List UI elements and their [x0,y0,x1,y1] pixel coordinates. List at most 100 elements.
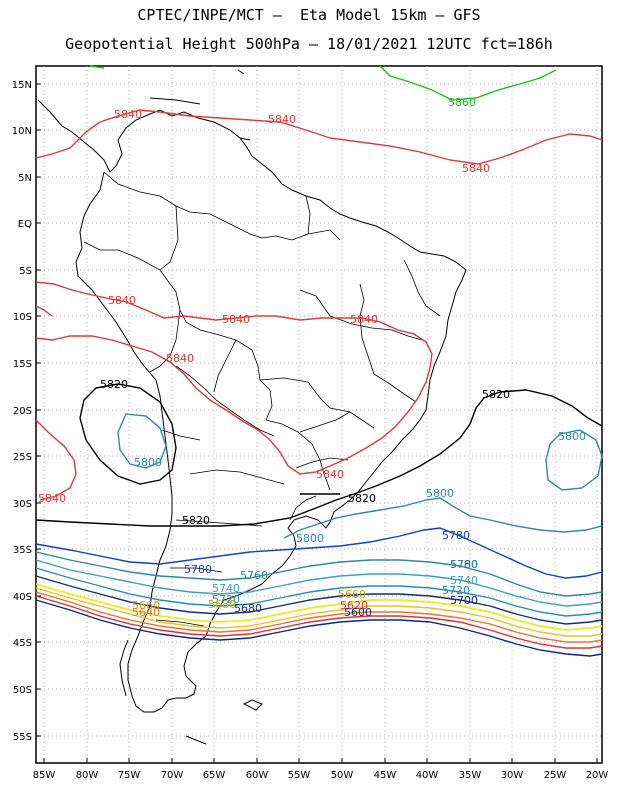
caribbean-coast [37,99,251,173]
border-colombia [103,171,277,239]
border-brazil-state [373,373,417,403]
lat-tick-label: 15S [13,359,32,370]
lon-tick-label: 30W [501,770,524,781]
contour-label-5800: 5800 [134,456,162,469]
lat-tick-label: 10N [12,126,32,137]
contour-5700 [35,575,603,625]
border-brazil-state [299,411,375,433]
contour-label-5660: 5660 [132,599,160,612]
contour-label-5660: 5660 [338,588,366,601]
lon-tick-label: 80W [76,770,99,781]
lat-tick-label: 25S [13,452,32,463]
lon-tick-label: 65W [203,770,226,781]
border-brazil-state [403,259,441,317]
contour-label-5840: 5840 [108,294,136,307]
contour-5780 [35,527,603,579]
contour-label-5800: 5800 [558,430,586,443]
tick-marks [36,83,598,763]
contour-5820-ring [79,383,177,485]
chile-islands [119,639,129,697]
border-uruguay [289,495,317,521]
lon-tick-label: 55W [288,770,311,781]
border-argentina-province [175,519,263,527]
contour-label-5840: 5840 [222,313,250,326]
contour-5720 [35,567,603,617]
contour-5620 [35,595,603,649]
contour-5840-north [35,109,603,165]
contour-label-5740: 5740 [450,574,478,587]
border-peru-bolivia [149,309,181,373]
contour-label-5840: 5840 [114,108,142,121]
contour-label-5840: 5840 [38,492,66,505]
contour-5860 [379,65,557,101]
contours [35,65,603,657]
contour-label-5820: 5820 [182,514,210,527]
country-borders [83,171,441,627]
lon-tick-label: 40W [416,770,439,781]
border-argentina-province [170,567,223,573]
border-paraguay [265,419,331,491]
contour-5740 [35,559,603,607]
contour-label-5680: 5680 [208,598,236,611]
lat-tick-label: 35S [13,545,32,556]
contour-label-5860: 5860 [448,96,476,109]
contour-5840-fragment [35,305,53,317]
contour-label-5840: 5840 [350,313,378,326]
map-frame [35,65,603,764]
contour-label-5720: 5720 [442,584,470,597]
border-guiana [305,195,311,235]
lon-tick-label: 70W [161,770,184,781]
contour-5840-continent [35,281,433,475]
contour-label-5840: 5840 [462,162,490,175]
contour-label-5820: 5820 [482,388,510,401]
island-mark [237,69,245,75]
lon-tick-label: 20W [586,770,609,781]
contour-label-5820: 5820 [348,492,376,505]
contour-label-5840: 5840 [268,113,296,126]
contour-label-5840: 5840 [316,468,344,481]
border-brazil-state [295,457,349,469]
contour-5800-ring-west [117,413,167,469]
contour-label-5760: 5760 [450,558,478,571]
falkland-islands [242,699,263,711]
lat-tick-label: 5S [19,266,32,277]
border-bolivia-argentina [175,365,275,437]
contour-label-5800: 5800 [426,487,454,500]
lon-tick-label: 60W [246,770,269,781]
lat-tick-label: EQ [18,219,32,230]
contour-5860-fragment [89,65,105,69]
contour-5600 [35,599,603,657]
contour-label-5780: 5780 [450,558,478,571]
lon-tick-label: 85W [33,770,56,781]
contour-label-5760: 5760 [240,569,268,582]
border-brazil-state [359,283,375,375]
contour-5840-west [35,419,77,501]
border-chile-argentina [161,429,201,441]
lat-tick-label: 45S [13,638,32,649]
lat-tick-label: 40S [13,592,32,603]
lon-tick-label: 50W [331,770,354,781]
contour-5760 [35,551,603,597]
border-argentina-province [155,619,205,627]
border-brazil-state [259,377,351,413]
caribbean-islands [149,97,201,105]
title-line-2: Geopotential Height 500hPa – 18/01/2021 … [65,35,553,53]
contour-5640 [35,591,603,643]
contour-5820-main [35,389,603,527]
lat-tick-label: 20S [13,406,32,417]
contour-label-5820: 5820 [100,378,128,391]
lat-tick-label: 10S [13,312,32,323]
border-brazil-state [299,289,331,317]
border-brazil-west [83,241,273,421]
contour-label-5840: 5840 [166,352,194,365]
latitude-axis: 15N 10N 5N EQ 5S 10S 15S 20S 25S 30S 35S… [12,80,32,743]
lon-tick-label: 45W [374,770,397,781]
contour-5660 [35,587,603,637]
lat-tick-label: 30S [13,499,32,510]
contour-label-5640: 5640 [132,606,160,619]
contour-5800-ring-east [545,429,603,491]
lat-tick-label: 5N [18,173,32,184]
contour-label-5720: 5720 [212,593,240,606]
contour-label-5620: 5620 [340,599,368,612]
border-argentina-province [189,469,285,485]
